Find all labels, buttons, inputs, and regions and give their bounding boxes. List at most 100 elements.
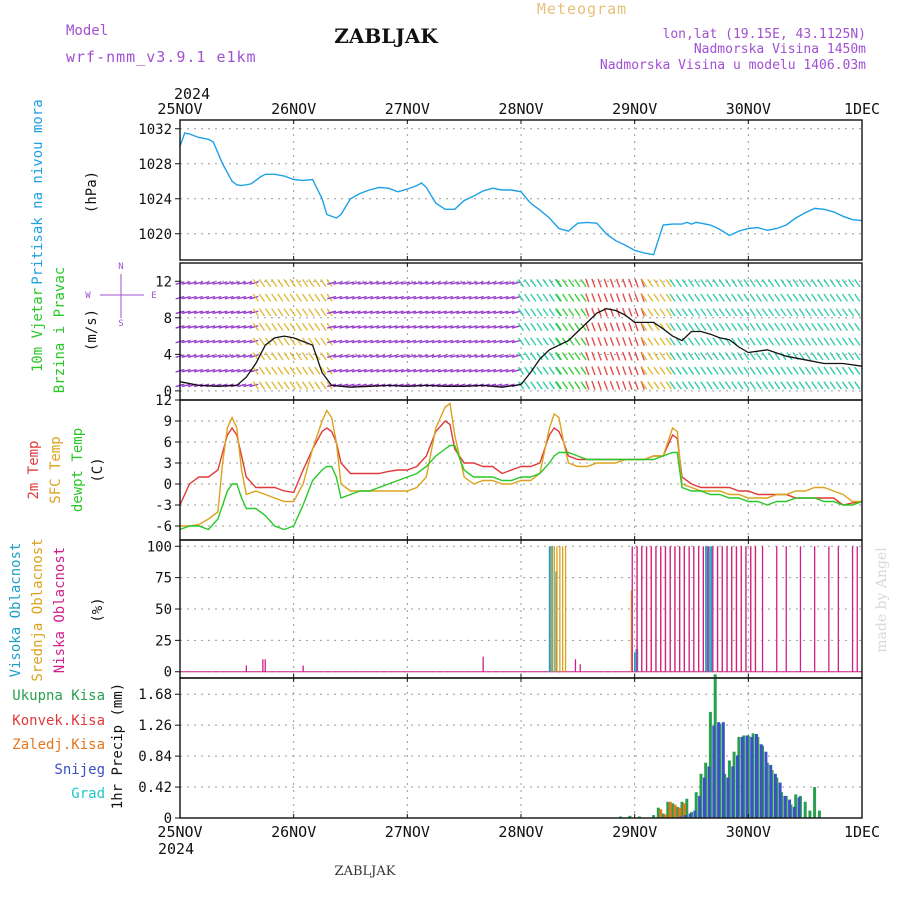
wind-barb-mark	[511, 354, 521, 359]
wind-barb-mark	[542, 322, 549, 332]
wind-barb-mark	[376, 310, 386, 315]
wind-barb-mark	[264, 337, 272, 346]
wind-barb-mark	[456, 368, 466, 373]
wind-barb-mark	[622, 337, 627, 347]
wind-barb-mark	[187, 368, 197, 373]
wind-barb-mark	[536, 352, 543, 361]
bar-ukupna-kisa	[652, 815, 656, 818]
wind-barb-mark	[505, 310, 515, 315]
wind-barb-mark	[499, 325, 509, 329]
wind-barb-mark	[320, 308, 327, 317]
bar-snijeg	[792, 806, 796, 818]
wind-barb-mark	[665, 293, 672, 302]
wind-barb-mark	[712, 381, 719, 390]
wind-barb-mark	[835, 352, 842, 361]
wind-barb-mark	[694, 366, 701, 375]
wind-barb-mark	[634, 337, 639, 347]
wind-barb-mark	[603, 278, 608, 288]
wind-barb-mark	[786, 322, 793, 332]
wind-barb-mark	[181, 354, 191, 359]
wind-barb-mark	[755, 322, 762, 332]
y-tick-label: 0	[164, 477, 172, 493]
wind-barb-mark	[295, 279, 303, 288]
wind-barb-mark	[218, 295, 228, 300]
wind-barb-mark	[206, 368, 216, 373]
wind-barb-mark	[555, 366, 563, 375]
wind-barb-mark	[706, 381, 713, 390]
wind-barb-mark	[394, 310, 404, 315]
wind-barb-mark	[339, 354, 349, 359]
wind-barb-mark	[847, 381, 855, 390]
pressure-unit: (hPa)	[84, 171, 100, 213]
wind-barb-mark	[737, 381, 744, 390]
wind-barb-mark	[382, 339, 392, 344]
wind-label-1: 10m Vjetar	[30, 288, 46, 372]
wind-barb-mark	[437, 310, 447, 315]
wind-barb-mark	[249, 310, 259, 315]
wind-barb-mark	[730, 279, 738, 288]
wind-barb-mark	[480, 295, 491, 300]
wind-barb-mark	[615, 293, 621, 303]
legend-snow: Snijeg	[54, 762, 105, 778]
wind-barb-mark	[554, 279, 562, 288]
wind-barb-mark	[718, 322, 725, 332]
wind-barb-mark	[444, 368, 454, 373]
bar-niska-oblacnost	[726, 546, 728, 672]
wind-barb-mark	[835, 366, 842, 375]
wind-barb-mark	[615, 322, 621, 332]
wind-barb-mark	[542, 279, 549, 288]
bar-zaledj-kisa	[682, 803, 686, 818]
wind-barb-mark	[694, 322, 701, 332]
wind-barb-mark	[823, 366, 830, 375]
wind-barb-mark	[413, 295, 423, 300]
wind-barb-mark	[554, 293, 562, 302]
wind-barb-mark	[499, 368, 509, 373]
bar-niska-oblacnost	[745, 546, 747, 672]
wind-barb-mark	[437, 339, 447, 344]
wind-barb-mark	[700, 337, 707, 346]
y-tick-label: 6	[164, 435, 172, 451]
wind-barb-mark	[817, 293, 824, 302]
wind-barb-mark	[425, 368, 435, 373]
wind-barb-mark	[841, 293, 849, 302]
wind-barb-mark	[706, 279, 713, 288]
wind-barb-mark	[724, 322, 732, 332]
wind-barb-mark	[755, 279, 762, 288]
wind-barb-mark	[792, 366, 799, 375]
wind-barb-mark	[400, 339, 410, 344]
wind-barb-mark	[597, 278, 602, 288]
bar-ukupna-kisa	[680, 801, 684, 818]
panel-pressure: 1020 1024 1028 1032	[138, 119, 863, 261]
legend-freezing-rain: Zaledj.Kisa	[12, 737, 105, 753]
wind-barb-mark	[574, 366, 581, 375]
wind-barb-mark	[394, 325, 404, 329]
wind-barb-mark	[659, 366, 666, 375]
series-line-2m-temp	[179, 420, 863, 506]
wind-barb-mark	[640, 322, 648, 332]
wind-barb-mark	[200, 310, 210, 315]
wind-barb-mark	[555, 293, 563, 302]
wind-barb-mark	[603, 366, 608, 376]
wind-barb-mark	[555, 322, 563, 332]
wind-barb-mark	[345, 310, 355, 315]
wind-barb-mark	[743, 293, 750, 302]
wind-barb-mark	[774, 337, 781, 346]
x-tick-label-top: 30NOV	[726, 100, 771, 118]
wind-barb-mark	[333, 354, 343, 359]
bar-niska-oblacnost	[641, 546, 643, 672]
wind-barb-mark	[786, 337, 793, 346]
wind-barb-mark	[249, 383, 259, 388]
wind-speed-line	[179, 308, 863, 388]
plot-area: 102010241028103204812-6-3036912025507510…	[138, 100, 880, 841]
x-tick-label-top: 28NOV	[498, 100, 543, 118]
bar-niska-oblacnost	[645, 546, 648, 672]
wind-barb-mark	[829, 366, 836, 375]
wind-barb-mark	[450, 339, 460, 344]
wind-barb-mark	[407, 281, 417, 285]
wind-barb-mark	[780, 322, 787, 332]
wind-barb-mark	[854, 381, 861, 390]
wind-barb-mark	[425, 339, 435, 344]
wind-barb-mark	[712, 279, 719, 288]
wind-barb-mark	[499, 354, 509, 359]
wind-barb-mark	[792, 322, 799, 332]
